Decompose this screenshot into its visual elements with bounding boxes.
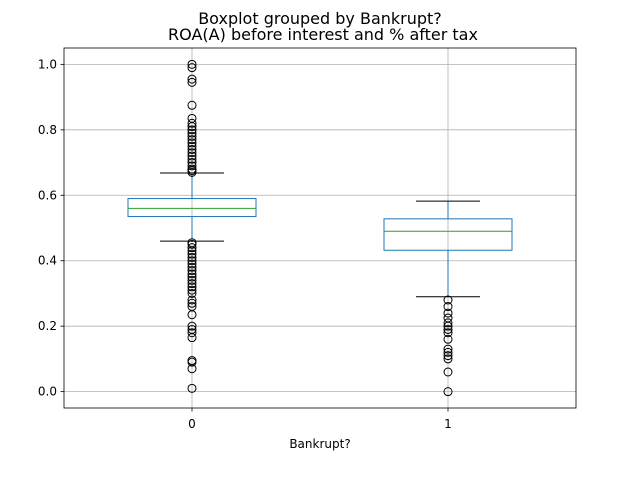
plot-area: 0.0 0.2 0.4 0.6 0.8 1.0 0 1: [38, 47, 577, 431]
flier-0-16: [187, 151, 197, 161]
flier-0-36: [187, 279, 197, 289]
y-tick-label-3: 0.6: [38, 188, 57, 202]
flier-0-28: [187, 252, 197, 262]
flier-0-2: [187, 74, 197, 84]
y-tick-label-2: 0.4: [38, 254, 57, 268]
plot-frame: [63, 47, 577, 409]
flier-0-40: [187, 295, 197, 305]
flier-0-34: [187, 272, 197, 282]
box-1: [383, 218, 513, 251]
flier-0-8: [187, 125, 197, 135]
flier-0-14: [187, 144, 197, 154]
flier-1-0: [443, 295, 453, 305]
flier-1-13: [443, 367, 453, 377]
chart-title: ROA(A) before interest and % after tax: [168, 25, 478, 44]
flier-1-11: [443, 351, 453, 361]
flier-0-25: [187, 243, 197, 253]
flier-0-9: [187, 128, 197, 138]
flier-1-4: [443, 318, 453, 328]
flier-0-38: [187, 285, 197, 295]
flier-1-6: [443, 324, 453, 334]
flier-0-12: [187, 138, 197, 148]
flier-0-17: [187, 154, 197, 164]
flier-0-47: [187, 333, 197, 343]
flier-0-32: [187, 266, 197, 276]
flier-0-1: [187, 63, 197, 73]
flier-0-10: [187, 131, 197, 141]
flier-1-8: [443, 334, 453, 344]
flier-1-2: [443, 308, 453, 318]
flier-0-24: [187, 239, 197, 249]
flier-1-1: [443, 302, 453, 312]
flier-0-13: [187, 141, 197, 151]
box-0: [127, 198, 257, 218]
y-tick-label-4: 0.8: [38, 123, 57, 137]
x-tick-label-1: 1: [444, 417, 452, 431]
y-tick-label-1: 0.2: [38, 319, 57, 333]
flier-0-4: [187, 100, 197, 110]
flier-0-30: [187, 259, 197, 269]
flier-0-31: [187, 262, 197, 272]
flier-1-9: [443, 344, 453, 354]
flier-0-15: [187, 148, 197, 158]
flier-0-35: [187, 275, 197, 285]
flier-0-22: [187, 167, 197, 177]
flier-0-50: [187, 364, 197, 374]
flier-0-49: [187, 357, 197, 367]
flier-0-0: [187, 59, 197, 69]
x-tick-label-0: 0: [188, 417, 196, 431]
flier-1-7: [443, 328, 453, 338]
flier-0-43: [187, 310, 197, 320]
flier-1-10: [443, 347, 453, 357]
flier-0-39: [187, 288, 197, 298]
flier-1-14: [443, 387, 453, 397]
flier-1-12: [443, 354, 453, 364]
flier-0-27: [187, 249, 197, 259]
flier-0-3: [187, 77, 197, 87]
flier-0-37: [187, 282, 197, 292]
flier-0-29: [187, 256, 197, 266]
flier-0-44: [187, 321, 197, 331]
y-tick-label-0: 0.0: [38, 385, 57, 399]
x-axis-label: Bankrupt?: [289, 437, 350, 451]
flier-0-46: [187, 328, 197, 338]
flier-0-7: [187, 122, 197, 132]
flier-1-5: [443, 321, 453, 331]
flier-0-51: [187, 383, 197, 393]
flier-0-19: [187, 161, 197, 171]
flier-0-33: [187, 269, 197, 279]
flier-0-11: [187, 135, 197, 145]
y-tick-label-5: 1.0: [38, 57, 57, 71]
flier-0-26: [187, 246, 197, 256]
chart-suptitle: Boxplot grouped by Bankrupt?: [198, 9, 442, 28]
flier-0-6: [187, 118, 197, 128]
flier-0-41: [187, 298, 197, 308]
